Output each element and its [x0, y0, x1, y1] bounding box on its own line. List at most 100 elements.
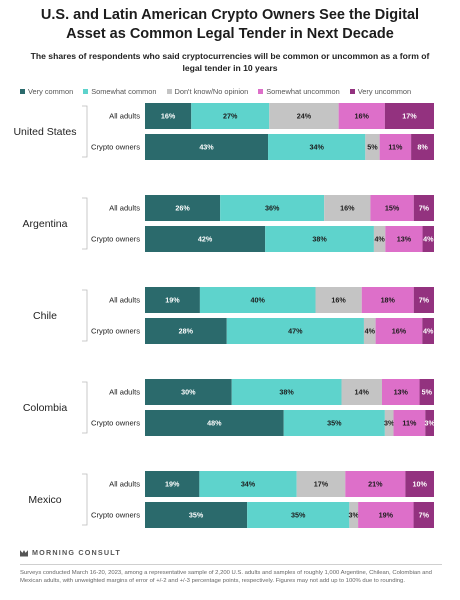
bar-segment [425, 410, 434, 436]
bar-segment [145, 502, 248, 528]
legend-item: Somewhat common [83, 86, 157, 96]
data-label: 19% [165, 296, 180, 305]
bar-segment [145, 410, 284, 436]
legend-item: Very common [20, 87, 73, 96]
row-label: All adults [109, 480, 140, 489]
brand-name: MORNING CONSULT [32, 548, 121, 557]
country-label: Argentina [23, 218, 68, 230]
group-bracket [82, 473, 88, 526]
country-label: Mexico [28, 494, 61, 506]
country-label: United States [13, 126, 76, 138]
bar-segment [145, 195, 221, 221]
morning-consult-logo: MORNING CONSULT [20, 548, 121, 557]
data-label: 7% [419, 204, 430, 213]
data-label: 27% [223, 112, 238, 121]
data-label: 4% [374, 235, 385, 244]
legend-label: Don't know/No opinion [174, 86, 249, 96]
data-label: 16% [331, 296, 346, 305]
bar-segment [393, 410, 426, 436]
data-label: 34% [309, 143, 324, 152]
data-label: 13% [394, 388, 409, 397]
chart-title: U.S. and Latin American Crypto Owners Se… [40, 7, 420, 42]
row-label: Crypto owners [91, 419, 140, 428]
bar-segment [268, 134, 366, 160]
bar-segment [265, 226, 374, 252]
bar-segment [384, 103, 434, 129]
bar-segment [341, 379, 382, 405]
bar-segment [411, 134, 434, 160]
data-label: 7% [419, 511, 430, 520]
data-label: 26% [175, 204, 190, 213]
row-label: All adults [109, 388, 140, 397]
data-label: 5% [367, 143, 378, 152]
bar-segment [145, 471, 200, 497]
data-label: 4% [423, 235, 434, 244]
country-group: Chile All adults 19% 40% 16% 18% 7% Crypto owne… [33, 287, 434, 344]
data-label: 38% [279, 388, 294, 397]
bar-segment [385, 226, 423, 252]
bar-segment [145, 318, 227, 344]
data-label: 11% [402, 419, 417, 428]
bar-segment [145, 287, 200, 313]
row-label: All adults [109, 112, 140, 121]
bar-segment [375, 318, 423, 344]
data-label: 16% [355, 112, 370, 121]
morning-consult-logo-icon [20, 550, 28, 557]
bar-segment [247, 502, 350, 528]
bar-segment [324, 195, 371, 221]
country-group: United States All adults 16% 27% 24% 16% 17% Cr… [13, 103, 434, 160]
country-group: Argentina All adults 26% 36% 16% 15% 7% Crypto … [23, 195, 434, 252]
data-label: 36% [265, 204, 280, 213]
data-label: 10% [412, 480, 427, 489]
bar-segment [199, 287, 316, 313]
data-label: 14% [355, 388, 370, 397]
data-label: 18% [381, 296, 396, 305]
data-label: 3% [384, 419, 395, 428]
bar-segment [363, 318, 376, 344]
bar-segment [422, 226, 434, 252]
chart-subtitle: The shares of respondents who said crypt… [30, 51, 430, 73]
bar-segment [145, 226, 266, 252]
country-group: Colombia All adults 30% 38% 14% 13% 5% Crypto o… [23, 379, 435, 436]
legend-label: Somewhat common [91, 86, 157, 96]
data-label: 7% [419, 296, 430, 305]
group-bracket [82, 197, 88, 250]
stacked-bar-chart: United States All adults 16% 27% 24% 16% 17% Cr… [13, 103, 435, 528]
bar-segment [413, 502, 434, 528]
bar-segment [384, 410, 394, 436]
group-bracket [82, 289, 88, 342]
data-label: 16% [340, 204, 355, 213]
data-label: 3% [424, 419, 435, 428]
data-label: 8% [417, 143, 428, 152]
data-label: 4% [423, 327, 434, 336]
bar-segment [296, 471, 346, 497]
bar-segment [345, 471, 406, 497]
bar-segment [226, 318, 364, 344]
bar-segment [349, 502, 359, 528]
bar-segment [419, 379, 434, 405]
bar-segment [405, 471, 434, 497]
legend-swatch [83, 88, 89, 94]
data-label: 15% [385, 204, 400, 213]
legend-swatch [258, 88, 264, 94]
data-label: 35% [291, 511, 306, 520]
legend-label: Very common [28, 86, 74, 96]
bar-segment [283, 410, 385, 436]
country-label: Colombia [23, 402, 68, 414]
data-label: 43% [199, 143, 214, 152]
data-label: 4% [365, 327, 376, 336]
data-label: 42% [198, 235, 213, 244]
data-label: 40% [251, 296, 266, 305]
bar-segment [145, 379, 232, 405]
row-label: Crypto owners [91, 327, 140, 336]
data-label: 11% [388, 143, 403, 152]
data-label: 47% [288, 327, 303, 336]
data-label: 30% [181, 388, 196, 397]
data-label: 28% [179, 327, 194, 336]
legend-item: Don't know/No opinion [166, 86, 249, 96]
legend-swatch [349, 88, 355, 94]
bar-segment [358, 502, 414, 528]
legend: Very common Somewhat common Don't know/No … [20, 84, 450, 98]
bar-segment [315, 287, 362, 313]
data-label: 24% [297, 112, 312, 121]
